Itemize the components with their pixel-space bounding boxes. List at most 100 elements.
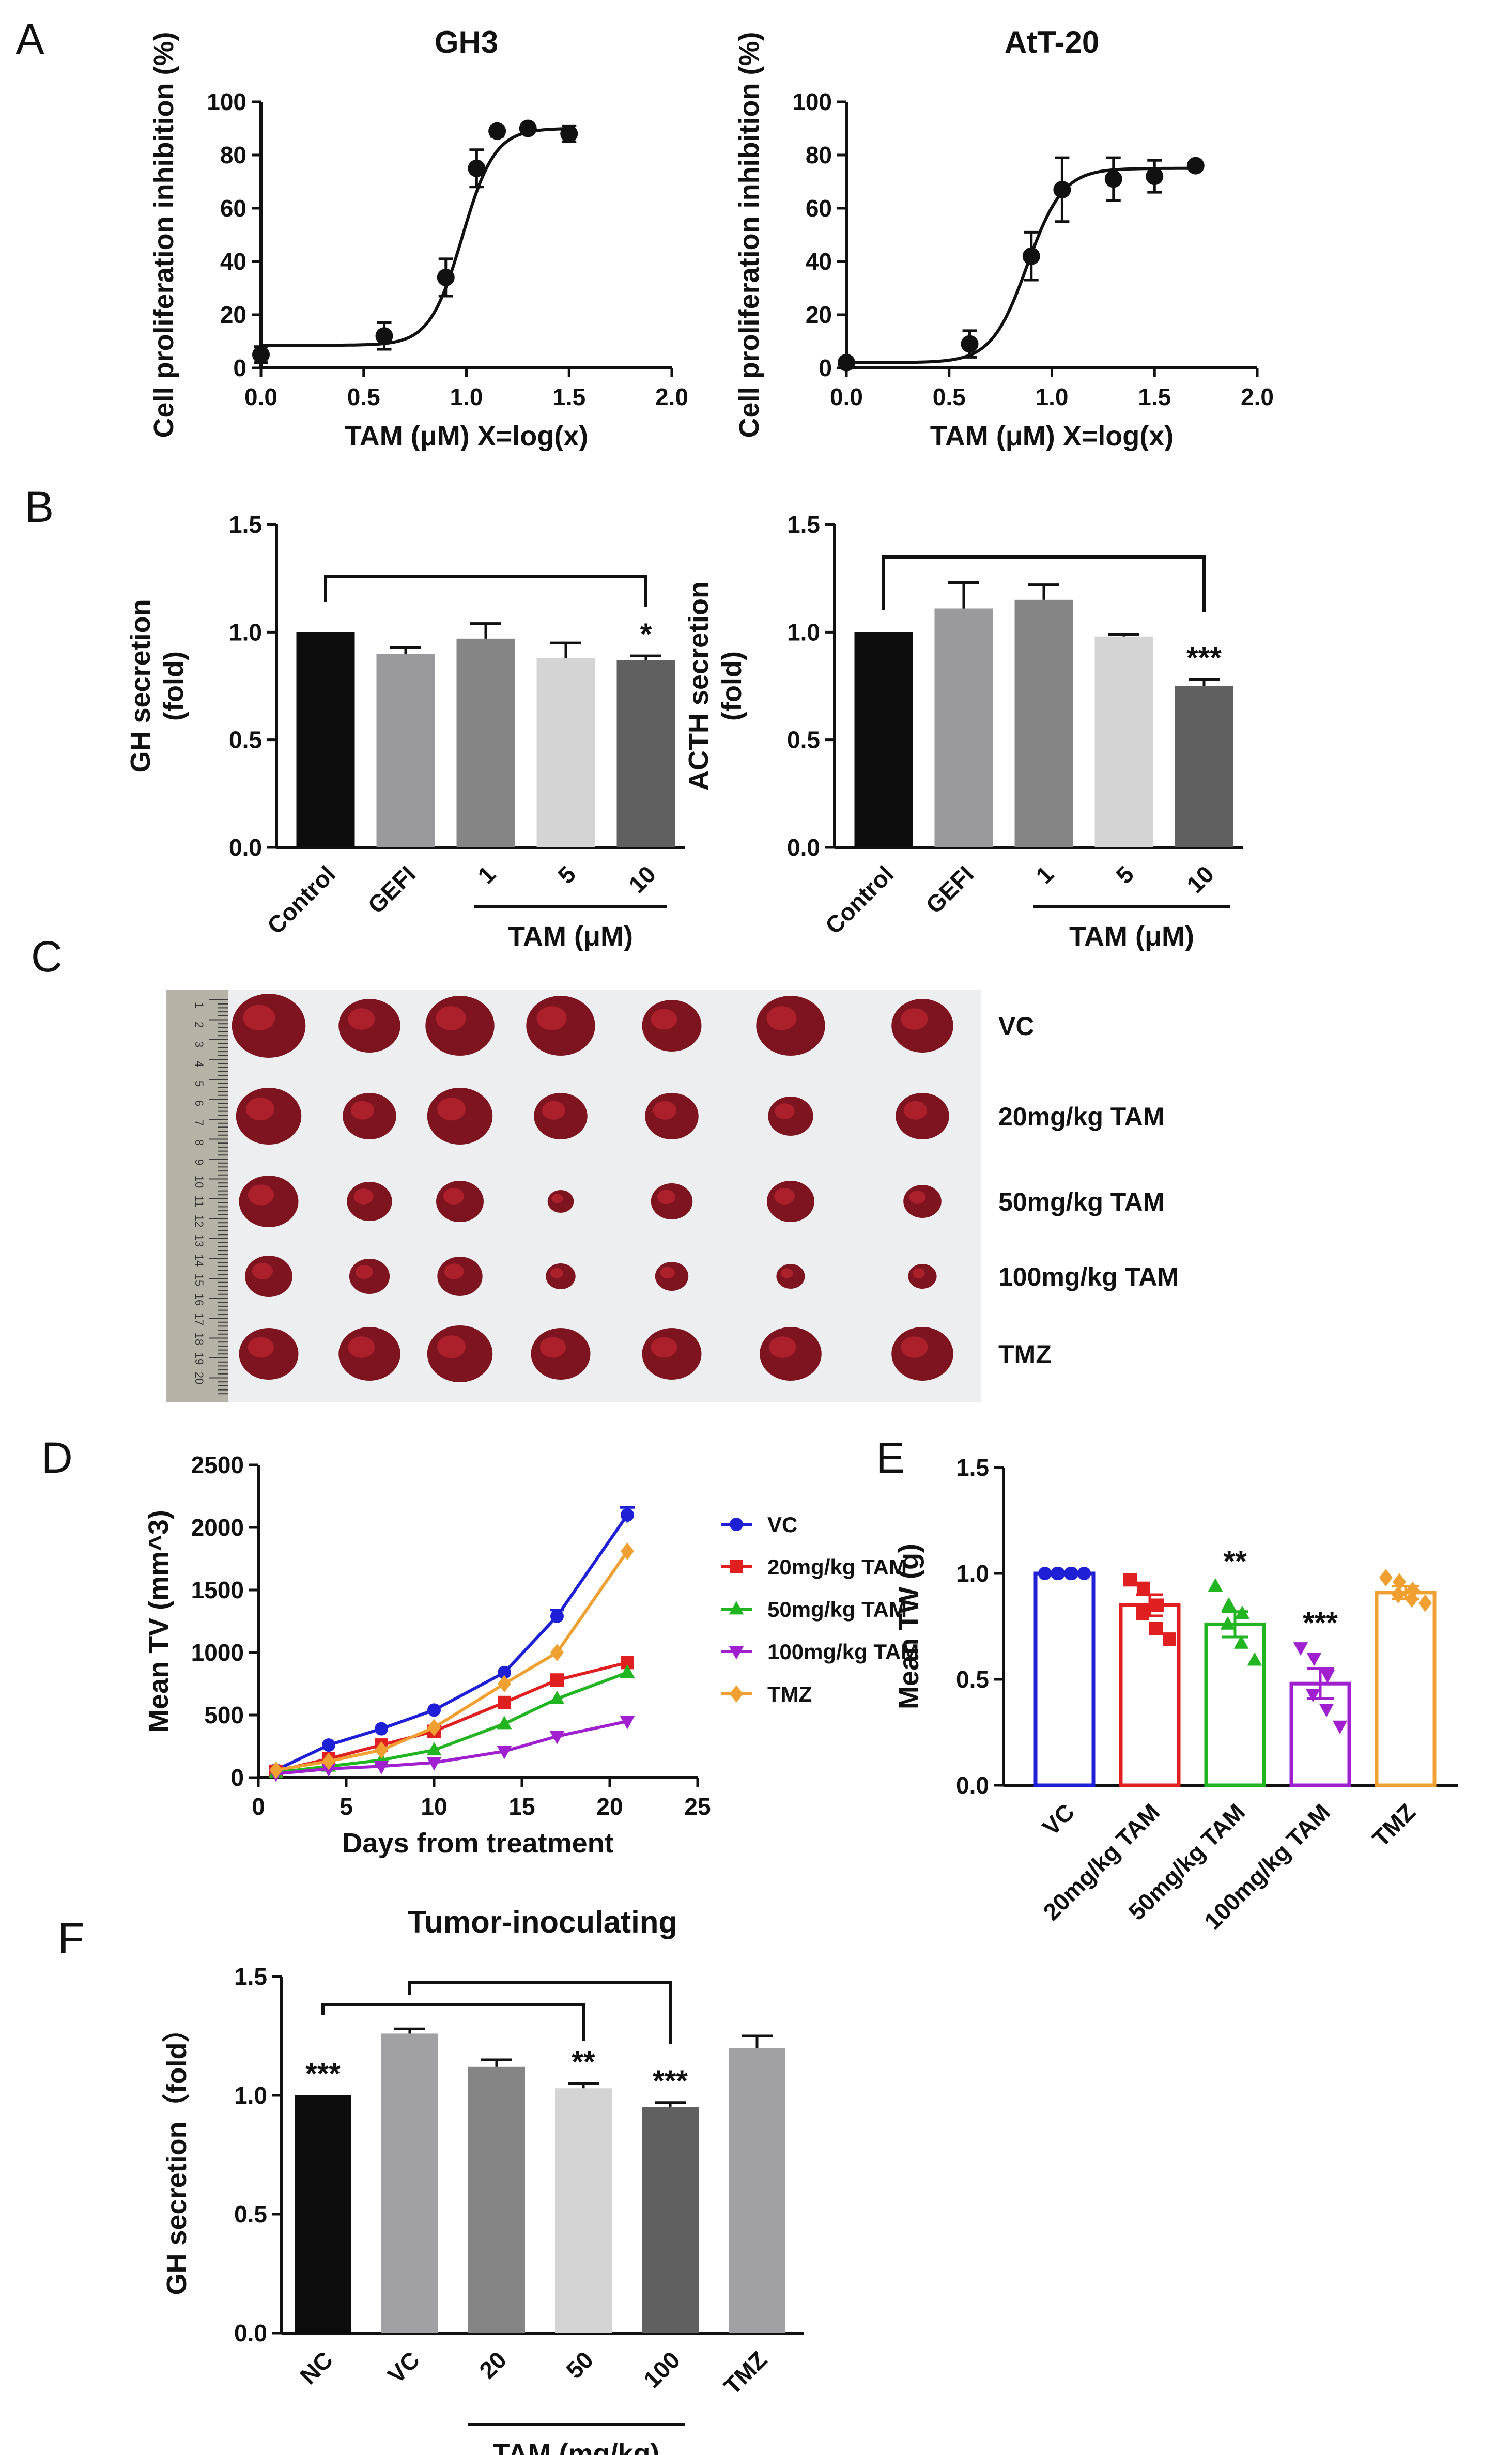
- series-line-4: [275, 1550, 629, 1772]
- y-tick-label: 1.5: [234, 1963, 267, 1990]
- y-axis-label: Mean TW (g): [893, 1543, 924, 1709]
- group-label: TAM (μM): [1069, 921, 1194, 952]
- y-tick-label: 40: [220, 248, 246, 275]
- data-point: [1235, 1605, 1250, 1619]
- bar-20: [468, 2066, 525, 2333]
- series-point: [375, 1722, 388, 1736]
- x-tick-label: 5: [552, 860, 581, 889]
- y-axis-label: GH secretion（fold）: [161, 2014, 192, 2295]
- data-point: [1038, 1567, 1052, 1580]
- bar-TMZ: [1375, 1591, 1437, 1787]
- tumor-highlight: [348, 1336, 375, 1358]
- tumor-highlight: [651, 1337, 677, 1358]
- bar-50mg/kg TAM: [1204, 1622, 1266, 1787]
- tumor-highlight: [660, 1267, 675, 1279]
- x-tick-label: 0: [252, 1793, 265, 1820]
- y-axis-label-line: GH secretion（fold）: [161, 2014, 192, 2295]
- ruler-number: 16: [193, 1293, 206, 1306]
- chart-title: Tumor-inoculating: [408, 1905, 677, 1939]
- series-point: [498, 1675, 511, 1693]
- series-point: [426, 1757, 442, 1771]
- fit-curve: [261, 127, 569, 347]
- data-point: [1137, 1581, 1150, 1595]
- series-point: [321, 1763, 336, 1777]
- ruler-number: 19: [193, 1352, 206, 1365]
- bar-GEFI: [376, 654, 435, 847]
- significance-stars: ***: [1186, 641, 1222, 675]
- y-tick-label: 1500: [191, 1577, 244, 1603]
- bar-Control: [854, 632, 913, 847]
- legend-marker: [730, 1560, 743, 1573]
- chart-title: GH3: [435, 25, 498, 59]
- data-point: [1053, 180, 1071, 198]
- tumor-highlight: [774, 1188, 795, 1205]
- x-tick-label: TMZ: [1367, 1798, 1421, 1852]
- data-point: [1293, 1642, 1308, 1656]
- bar-NC: [295, 2095, 351, 2333]
- data-point: [961, 335, 979, 353]
- significance-stars: **: [1223, 1545, 1247, 1579]
- y-tick-label: 0.0: [787, 834, 820, 861]
- y-tick-label: 0.0: [229, 834, 262, 861]
- panel-letter-d: D: [41, 1433, 73, 1482]
- series-point: [427, 1719, 441, 1737]
- y-tick-label: 80: [806, 142, 832, 168]
- x-tick-label: 1: [472, 860, 501, 889]
- series-point: [497, 1746, 512, 1759]
- ruler-number: 14: [193, 1254, 206, 1267]
- data-point: [1104, 170, 1122, 188]
- bar-GEFI: [934, 608, 993, 847]
- tumor-highlight: [437, 1098, 466, 1121]
- y-axis-label: GH secretion(fold): [125, 599, 189, 773]
- data-point: [468, 159, 486, 177]
- chart-b-gh-secretion: 0.0 0.5 1.0 1.5 GH secretion(fold) Control GEF…: [125, 511, 685, 952]
- y-axis-label-line: (fold): [158, 651, 189, 721]
- data-point: [1051, 1567, 1064, 1580]
- data-point: [1405, 1590, 1418, 1608]
- series-point: [497, 1716, 512, 1730]
- series-point: [427, 1703, 441, 1717]
- tumor-highlight: [540, 1337, 566, 1358]
- y-tick-label: 1.0: [787, 619, 820, 645]
- comparison-bracket: [324, 575, 647, 607]
- panel-letter-e: E: [876, 1433, 905, 1482]
- x-tick-label: 0.5: [933, 383, 966, 410]
- y-tick-label: 1.0: [956, 1560, 989, 1587]
- data-point: [1163, 1632, 1176, 1646]
- series-point: [375, 1741, 388, 1759]
- x-tick-label: 1.0: [1036, 383, 1069, 410]
- data-point: [1022, 247, 1040, 265]
- y-tick-label: 1000: [191, 1639, 244, 1666]
- y-axis-label: ACTH secretion(fold): [683, 581, 747, 791]
- tumor-highlight: [542, 1101, 565, 1120]
- bar-50: [555, 2088, 612, 2333]
- y-tick-label: 100: [792, 88, 832, 115]
- ruler-number: 9: [193, 1159, 206, 1165]
- y-tick-label: 0: [230, 1764, 244, 1791]
- ruler-number: 7: [193, 1120, 206, 1126]
- x-tick-label: NC: [295, 2346, 338, 2389]
- group-label: TAM (mg/kg): [493, 2438, 660, 2455]
- y-tick-label: 40: [806, 248, 832, 275]
- data-point: [1306, 1653, 1322, 1666]
- fit-curve: [846, 166, 1196, 364]
- tumor-highlight: [248, 1184, 274, 1206]
- y-axis-label: Cell proliferation inhibition (%): [148, 32, 179, 438]
- data-point: [1186, 157, 1205, 175]
- significance-stars: ***: [1303, 1607, 1338, 1640]
- legend-label: 100mg/kg TAM: [767, 1640, 919, 1664]
- chart-title: AtT-20: [1005, 25, 1099, 59]
- photo-row-label: TMZ: [998, 1340, 1052, 1369]
- x-tick-label: 0.5: [347, 383, 380, 410]
- ruler-number: 10: [193, 1176, 206, 1188]
- y-tick-label: 0.0: [956, 1772, 989, 1799]
- x-tick-label: 20: [596, 1793, 623, 1820]
- data-point: [1392, 1586, 1405, 1603]
- chart-b-acth-secretion: 0.0 0.5 1.0 1.5 ACTH secretion(fold) Control G…: [683, 511, 1243, 952]
- series-point: [549, 1690, 565, 1704]
- bar-5: [536, 658, 595, 847]
